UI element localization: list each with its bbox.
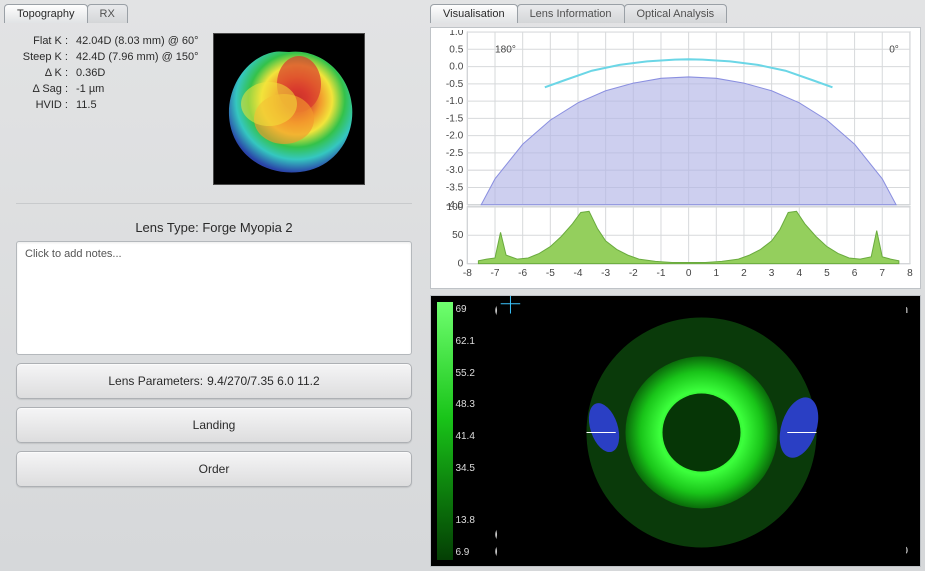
svg-text:7: 7 — [879, 268, 885, 279]
tab-visualisation[interactable]: Visualisation — [430, 4, 518, 23]
svg-text:8: 8 — [907, 268, 913, 279]
lens-type-label: Lens Type: Forge Myopia 2 — [4, 220, 424, 235]
svg-text:1: 1 — [713, 268, 719, 279]
divider — [16, 203, 412, 204]
svg-text:-7: -7 — [491, 268, 500, 279]
svg-text:-2.0: -2.0 — [446, 131, 464, 142]
svg-text:100: 100 — [446, 202, 463, 213]
lens-map-panel[interactable]: 6962.155.248.341.434.513.86.9 FlatK Tilt… — [430, 295, 921, 567]
svg-text:-3.0: -3.0 — [446, 165, 464, 176]
svg-text:1.0: 1.0 — [449, 30, 463, 38]
svg-text:-0.5: -0.5 — [446, 79, 464, 90]
svg-text:0°: 0° — [889, 44, 899, 55]
svg-text:2: 2 — [741, 268, 747, 279]
tab-optical-analysis[interactable]: Optical Analysis — [624, 4, 728, 23]
tab-lens-information[interactable]: Lens Information — [517, 4, 625, 23]
svg-text:-2.5: -2.5 — [446, 148, 464, 159]
k-readings-panel: Flat K : Steep K : Δ K : Δ Sag : HVID : … — [4, 27, 424, 195]
svg-text:5: 5 — [824, 268, 830, 279]
svg-text:0: 0 — [686, 268, 692, 279]
svg-text:-1: -1 — [656, 268, 665, 279]
svg-text:-4: -4 — [573, 268, 582, 279]
svg-text:50: 50 — [452, 230, 464, 241]
svg-text:-3.5: -3.5 — [446, 182, 464, 193]
svg-text:-5: -5 — [546, 268, 555, 279]
k-labels: Flat K : Steep K : Δ K : Δ Sag : HVID : — [14, 33, 68, 185]
svg-text:4: 4 — [796, 268, 802, 279]
order-button[interactable]: Order — [16, 451, 412, 487]
svg-text:6: 6 — [852, 268, 858, 279]
tab-topography[interactable]: Topography — [4, 4, 88, 23]
k-values: 42.04D (8.03 mm) @ 60° 42.4D (7.96 mm) @… — [76, 33, 199, 185]
left-tab-bar: Topography RX — [4, 4, 424, 23]
landing-button[interactable]: Landing — [16, 407, 412, 443]
tab-rx[interactable]: RX — [87, 4, 128, 23]
svg-text:180°: 180° — [495, 44, 516, 55]
svg-text:0.0: 0.0 — [449, 62, 463, 73]
svg-text:3: 3 — [769, 268, 775, 279]
svg-text:-8: -8 — [463, 268, 472, 279]
right-tab-bar: Visualisation Lens Information Optical A… — [430, 4, 921, 23]
svg-text:-6: -6 — [518, 268, 527, 279]
svg-text:-2: -2 — [629, 268, 638, 279]
color-scale: 6962.155.248.341.434.513.86.9 — [437, 302, 483, 560]
topography-thumbnail[interactable] — [213, 33, 365, 185]
profile-charts-panel: -4.0-3.5-3.0-2.5-2.0-1.5-1.0-0.50.00.51.… — [430, 27, 921, 289]
svg-text:-1.5: -1.5 — [446, 113, 464, 124]
svg-text:0.5: 0.5 — [449, 44, 463, 55]
svg-text:-1.0: -1.0 — [446, 96, 464, 107]
svg-text:-3: -3 — [601, 268, 610, 279]
lens-parameters-button[interactable]: Lens Parameters:9.4/270/7.35 6.0 11.2 — [16, 363, 412, 399]
notes-input[interactable]: Click to add notes... — [16, 241, 412, 355]
